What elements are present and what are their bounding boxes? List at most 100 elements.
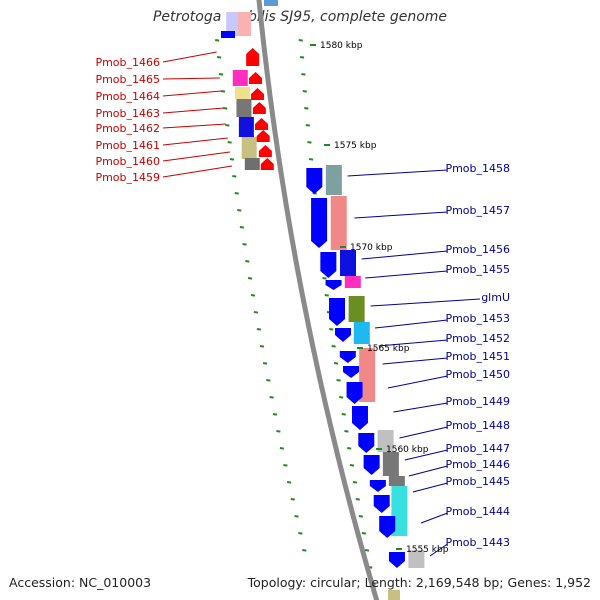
label-leader-line [382, 357, 448, 365]
ruler-tick [234, 192, 239, 195]
cog-block [340, 250, 356, 276]
forward-gene-label: Pmob_1466 [95, 56, 160, 69]
ruler-tick [344, 430, 349, 433]
ruler-tick [279, 447, 285, 450]
ruler-tick [298, 532, 303, 535]
scale-label: 1580 kbp [320, 41, 363, 51]
cog-block [382, 452, 399, 476]
ruler-tick [266, 379, 271, 382]
reverse-gene-label: Pmob_1449 [445, 395, 510, 408]
ruler-tick [349, 464, 355, 467]
ruler-tick [338, 396, 344, 399]
cog-block [226, 12, 242, 36]
reverse-gene-arrow [306, 168, 323, 194]
reverse-gene-label: Pmob_1446 [445, 458, 510, 471]
ruler-tick [256, 328, 262, 331]
genome-backbone [256, 0, 380, 600]
scale-label: 1570 kbp [350, 243, 393, 253]
ruler-tick [329, 328, 334, 331]
label-leader-line [162, 151, 230, 162]
label-leader-line [162, 51, 217, 63]
ruler-tick [216, 56, 222, 59]
backbone [256, 0, 380, 600]
ruler-tick [218, 73, 224, 76]
genome-summary: Topology: circular; Length: 2,169,548 bp… [247, 575, 591, 590]
ruler-tick [304, 107, 309, 110]
ruler-tick [290, 498, 295, 501]
cog-block [348, 296, 365, 322]
ruler-tick [253, 311, 259, 314]
reverse-gene-arrow [311, 198, 328, 248]
cog-block [238, 117, 254, 137]
forward-gene-label: Pmob_1463 [95, 107, 160, 120]
forward-gene-arrow [256, 130, 270, 142]
cog-block [330, 196, 347, 250]
accession-label: Accession: NC_010003 [9, 575, 152, 590]
reverse-gene-arrow [339, 351, 356, 363]
ruler-tick [301, 73, 306, 76]
forward-gene-label: Pmob_1464 [95, 90, 160, 103]
cog-block [234, 87, 250, 99]
label-leader-line [404, 449, 448, 461]
ruler-tick [347, 447, 352, 450]
label-leader-line [365, 270, 448, 279]
label-leader-line [378, 339, 448, 347]
forward-gene-label: Pmob_1462 [95, 122, 160, 135]
cog-block [232, 70, 248, 86]
label-leader-line [361, 250, 448, 260]
ruler-tick [336, 379, 341, 382]
ruler-tick [229, 158, 235, 161]
ruler-tick [352, 481, 358, 484]
scale-label: 1555 kbp [406, 545, 449, 555]
reverse-gene-arrow [358, 433, 375, 453]
scale-label: 1575 kbp [334, 141, 377, 151]
reverse-gene-label: Pmob_1458 [445, 162, 510, 175]
reverse-gene-label: Pmob_1447 [445, 442, 510, 455]
label-leader-line [162, 107, 224, 114]
reverse-gene-arrow [373, 495, 390, 513]
reverse-gene-label: Pmob_1455 [445, 263, 510, 276]
ruler-tick [341, 413, 346, 416]
ruler-tick [259, 345, 265, 348]
reverse-gene-arrow [363, 455, 380, 475]
forward-gene-label: Pmob_1461 [95, 139, 160, 152]
ruler-tick [220, 90, 226, 93]
reverse-gene-label: Pmob_1451 [445, 350, 510, 363]
reverse-gene-label: Pmob_1450 [445, 368, 510, 381]
forward-gene-arrow [251, 88, 265, 100]
ruler-tick [272, 413, 278, 416]
label-leader-line [162, 165, 233, 178]
ruler-tick [331, 345, 336, 348]
ruler-tick [305, 124, 310, 127]
scale-label: 1565 kbp [367, 344, 410, 354]
reverse-gene-label: Pmob_1443 [445, 536, 510, 549]
ruler-tick [364, 549, 370, 552]
ruler-tick [225, 124, 230, 127]
gene-labels: Pmob_1466 Pmob_1465 Pmob_1464 Pmob_1463 Pmob… [95, 51, 510, 557]
label-leader-line [387, 375, 448, 389]
cog-block [344, 276, 361, 288]
cog-block [244, 158, 260, 170]
ruler-tick [322, 277, 327, 280]
ruler-tick [269, 396, 274, 399]
forward-gene-arrow [260, 158, 274, 170]
label-leader-line [354, 211, 448, 219]
reverse-gene-label: glmU [481, 291, 510, 304]
ruler-tick [245, 260, 250, 263]
reverse-gene-arrow [320, 252, 337, 278]
label-leader-line [162, 77, 220, 80]
label-leader-line [429, 543, 448, 557]
ruler-tick [247, 277, 253, 280]
ruler-tick [242, 243, 247, 246]
cog-tracks [221, 0, 425, 600]
forward-gene-arrow [252, 102, 266, 114]
label-leader-line [162, 90, 222, 97]
cog-block [391, 486, 408, 536]
ruler-tick [333, 362, 339, 365]
ruler-tick [237, 209, 242, 212]
forward-gene-arrow [255, 118, 269, 130]
cog-block [377, 430, 394, 452]
label-leader-line [408, 465, 448, 477]
ruler-tick [283, 464, 288, 467]
